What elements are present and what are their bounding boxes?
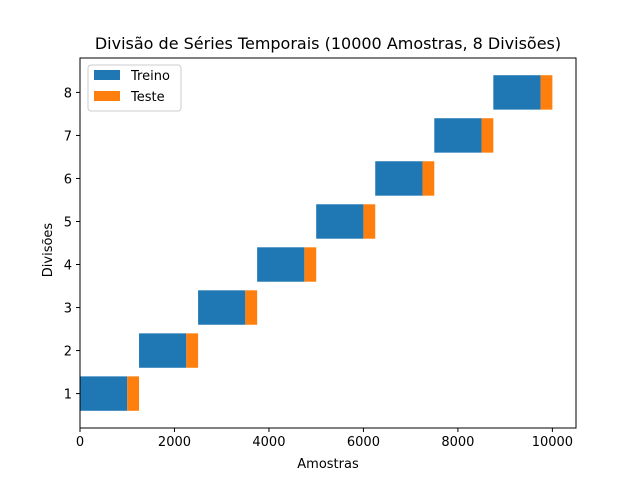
bar-teste-1 [127, 376, 140, 411]
bar-treino-7 [434, 118, 482, 153]
x-tick-label-8000: 8000 [441, 435, 474, 450]
bar-treino-3 [198, 290, 246, 325]
bar-treino-8 [493, 75, 541, 110]
bar-treino-5 [316, 204, 364, 239]
chart-title: Divisão de Séries Temporais (10000 Amost… [95, 34, 561, 53]
x-tick-label-4000: 4000 [252, 435, 285, 450]
bar-treino-4 [257, 247, 305, 282]
x-tick-label-6000: 6000 [347, 435, 380, 450]
bar-teste-4 [304, 247, 317, 282]
y-axis: 1 2 3 4 5 6 7 8 [64, 86, 80, 403]
y-tick-label-8: 8 [64, 86, 72, 101]
y-tick-label-4: 4 [64, 259, 72, 274]
bar-teste-5 [363, 204, 376, 239]
bar-treino-6 [375, 161, 423, 196]
bar-teste-3 [245, 290, 258, 325]
legend-label-teste: Teste [130, 90, 165, 105]
bar-teste-6 [422, 161, 435, 196]
y-tick-label-3: 3 [64, 302, 72, 317]
x-tick-label-0: 0 [76, 435, 84, 450]
y-axis-label: Divisões [41, 223, 56, 278]
bar-teste-8 [540, 75, 553, 110]
legend-swatch-teste [94, 91, 120, 101]
y-tick-label-5: 5 [64, 215, 72, 230]
y-tick-label-2: 2 [64, 345, 72, 360]
bar-teste-7 [481, 118, 494, 153]
plot-frame [79, 57, 577, 429]
legend-swatch-treino [94, 70, 120, 80]
legend: Treino Teste [87, 64, 182, 112]
y-tick-label-1: 1 [64, 388, 72, 403]
x-axis: 0 2000 4000 6000 8000 10000 [76, 428, 573, 450]
bar-treino-1 [80, 376, 128, 411]
x-tick-label-10000: 10000 [532, 435, 573, 450]
x-axis-label: Amostras [297, 457, 359, 472]
legend-label-treino: Treino [130, 69, 170, 84]
x-tick-label-2000: 2000 [158, 435, 191, 450]
bar-treino-2 [139, 333, 187, 368]
plot-area [79, 57, 577, 429]
bar-teste-2 [186, 333, 199, 368]
y-tick-label-7: 7 [64, 129, 72, 144]
y-tick-label-6: 6 [64, 172, 72, 187]
